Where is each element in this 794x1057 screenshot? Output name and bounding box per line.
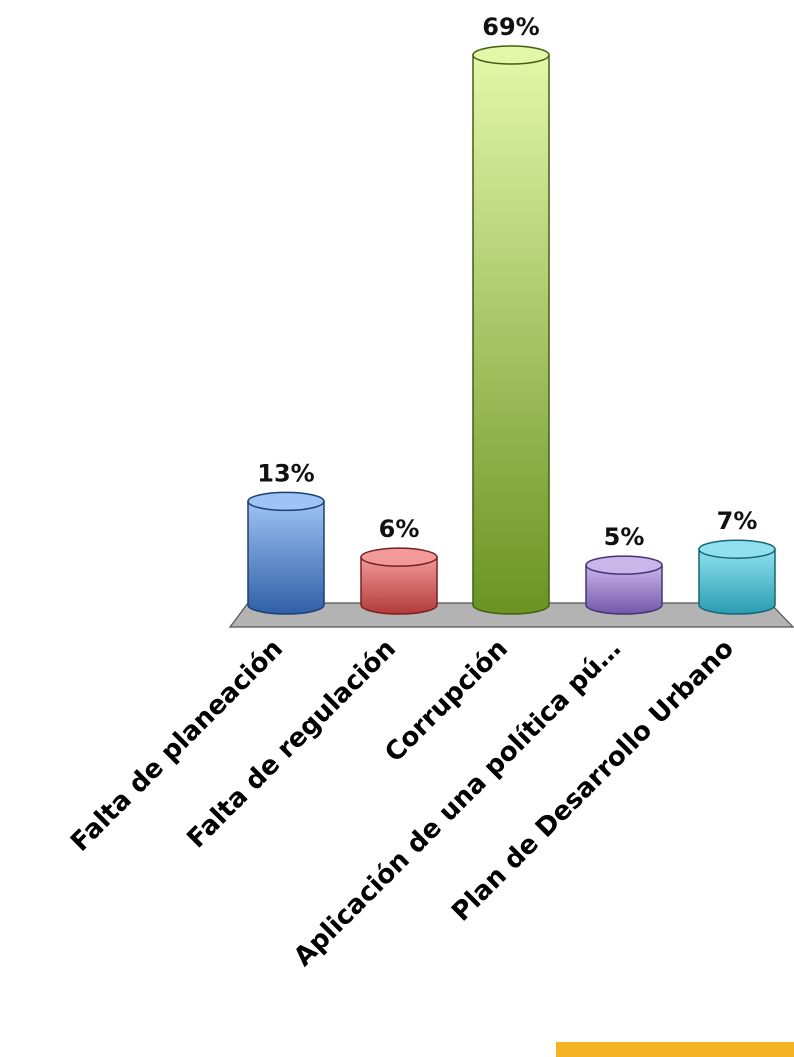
bar-body bbox=[698, 548, 776, 615]
value-label: 6% bbox=[379, 515, 420, 543]
bar-body bbox=[360, 556, 438, 615]
accent-bar bbox=[556, 1042, 794, 1057]
bar-cap bbox=[698, 539, 776, 559]
value-labels-group: 13% 6% 69% 5% 7% bbox=[257, 13, 757, 551]
bar-cap bbox=[247, 491, 325, 512]
bar-4 bbox=[585, 555, 663, 615]
value-label: 7% bbox=[717, 507, 758, 535]
bar-5 bbox=[698, 539, 776, 615]
value-label: 5% bbox=[604, 523, 645, 551]
bar-cap bbox=[360, 547, 438, 567]
bar-body bbox=[585, 564, 663, 615]
bar-body bbox=[472, 54, 550, 615]
bar-3 bbox=[472, 45, 550, 615]
value-label: 69% bbox=[482, 13, 539, 41]
bar-body bbox=[247, 500, 325, 615]
bar-cap bbox=[585, 555, 663, 575]
bar-2 bbox=[360, 547, 438, 615]
category-label: Falta de regulación bbox=[182, 634, 402, 854]
value-label: 13% bbox=[257, 459, 314, 487]
category-label: Falta de planeación bbox=[65, 634, 289, 858]
bar-1 bbox=[247, 491, 325, 615]
bar-cap bbox=[472, 45, 550, 65]
bars-group bbox=[247, 45, 776, 615]
